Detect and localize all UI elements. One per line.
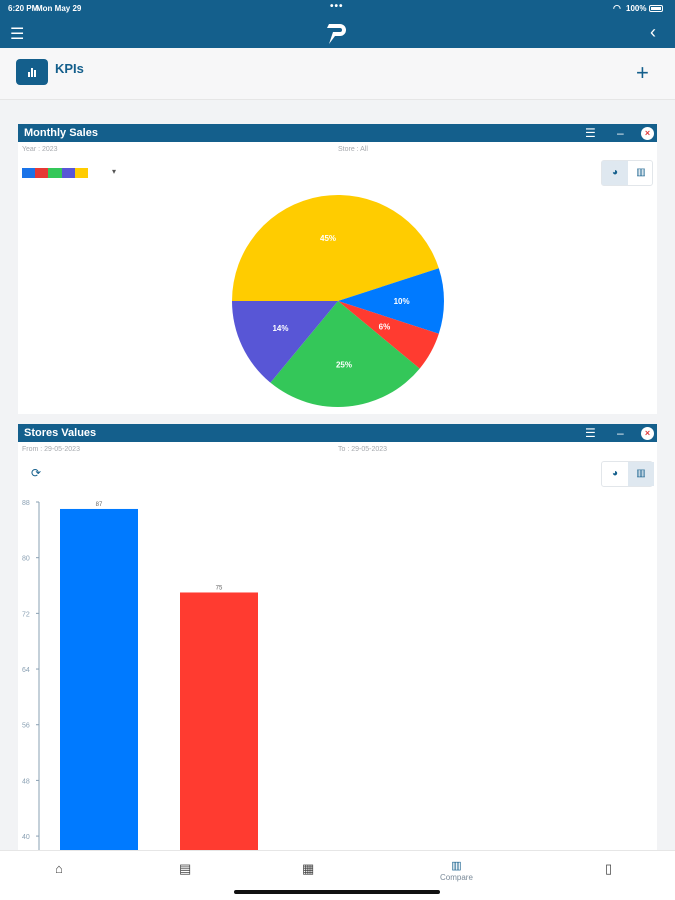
app-logo bbox=[327, 24, 346, 44]
bar-value-label: 75 bbox=[216, 585, 223, 591]
pie-slice-label: 25% bbox=[336, 360, 352, 369]
year-filter: Year : 2023 bbox=[22, 146, 58, 153]
pie-slice-label: 14% bbox=[272, 324, 288, 333]
color-swatch bbox=[48, 168, 62, 178]
bar[interactable] bbox=[180, 592, 258, 850]
pie-slice[interactable] bbox=[232, 301, 338, 383]
list-icon[interactable]: ☰ bbox=[585, 426, 596, 440]
kpi-header: KPIs + bbox=[0, 48, 675, 100]
pie-chart-icon[interactable]: ◕ bbox=[611, 468, 619, 479]
y-tick-label: 88 bbox=[22, 500, 30, 507]
pie-slice-label: 10% bbox=[394, 297, 410, 306]
bar-value-label: 87 bbox=[96, 502, 103, 508]
status-bar: 6:20 PM Mon May 29 ••• ◠ 100% bbox=[0, 0, 675, 18]
color-swatch bbox=[61, 168, 75, 178]
tab-clipboard[interactable]: ▤ bbox=[179, 861, 192, 876]
panel-header: Stores Values ☰ – × bbox=[18, 424, 657, 442]
y-tick-label: 80 bbox=[22, 556, 30, 563]
y-tick-label: 56 bbox=[22, 723, 30, 730]
from-date: From : 29-05-2023 bbox=[22, 446, 80, 453]
status-time: 6:20 PM bbox=[8, 4, 39, 13]
pie-slice[interactable] bbox=[338, 301, 439, 369]
chart-type-toggle: ◕ ▥ bbox=[601, 461, 654, 487]
back-chevron-icon[interactable]: ‹ bbox=[650, 22, 656, 42]
minimize-icon[interactable]: – bbox=[617, 126, 624, 140]
panel-title: Stores Values bbox=[24, 427, 97, 439]
bar[interactable] bbox=[60, 508, 138, 850]
pie-slice-label: 45% bbox=[320, 234, 336, 243]
monthly-sales-panel: Monthly Sales ☰ – × Year : 2023 Store : … bbox=[18, 124, 657, 414]
bar-chart-icon[interactable]: ▥ bbox=[628, 462, 654, 486]
page-title: KPIs bbox=[55, 61, 84, 76]
color-palette-selector[interactable] bbox=[22, 168, 89, 178]
tab-compare[interactable]: ▥ Compare bbox=[440, 857, 473, 882]
pie-slice[interactable] bbox=[232, 195, 439, 301]
panel-header: Monthly Sales ☰ – × bbox=[18, 124, 657, 142]
home-indicator bbox=[234, 890, 440, 894]
battery-percent: 100% bbox=[626, 4, 647, 13]
pie-chart: 45% 10% 6% 25% 14% bbox=[232, 195, 444, 407]
store-filter: Store : All bbox=[338, 146, 368, 153]
tab-device[interactable]: ▯ bbox=[605, 861, 613, 876]
close-icon[interactable]: × bbox=[641, 127, 654, 140]
minimize-icon[interactable]: – bbox=[617, 426, 624, 440]
wifi-icon: ◠ bbox=[613, 3, 621, 13]
color-swatch bbox=[22, 168, 36, 178]
pie-slice-label: 6% bbox=[379, 323, 391, 332]
y-tick-label: 72 bbox=[22, 611, 30, 618]
refresh-icon[interactable]: ⟳ bbox=[31, 466, 42, 480]
pie-chart-icon[interactable]: ◕ bbox=[602, 161, 628, 185]
tab-compare-label: Compare bbox=[440, 873, 473, 882]
bar-chart-icon bbox=[16, 59, 48, 85]
bar-chart: 88 80 72 64 56 48 40 87 75 bbox=[22, 500, 258, 850]
y-tick-label: 64 bbox=[22, 667, 30, 674]
stores-values-panel: Stores Values ☰ – × From : 29-05-2023 To… bbox=[18, 424, 657, 850]
to-date: To : 29-05-2023 bbox=[338, 446, 388, 453]
y-tick-label: 40 bbox=[22, 834, 30, 841]
battery-icon bbox=[649, 5, 663, 12]
add-icon[interactable]: + bbox=[636, 60, 649, 85]
hamburger-menu-icon[interactable]: ☰ bbox=[10, 26, 25, 43]
close-icon[interactable]: × bbox=[641, 427, 654, 440]
panel-title: Monthly Sales bbox=[24, 127, 98, 139]
list-icon[interactable]: ☰ bbox=[585, 126, 596, 140]
navigation-bar: ☰ ‹ bbox=[0, 18, 675, 48]
tab-home[interactable]: ⌂ bbox=[55, 861, 63, 876]
tab-reports[interactable]: ▦ bbox=[302, 861, 315, 876]
bar-chart-icon[interactable]: ▥ bbox=[636, 167, 646, 178]
chevron-down-icon[interactable]: ▾ bbox=[112, 167, 117, 176]
pie-slice[interactable] bbox=[270, 301, 420, 407]
color-swatch bbox=[35, 168, 49, 178]
chart-type-toggle: ◕ ▥ bbox=[601, 160, 653, 186]
compare-bar-icon: ▥ bbox=[451, 860, 462, 872]
y-tick-label: 48 bbox=[22, 778, 30, 785]
multitask-dots-icon[interactable]: ••• bbox=[330, 1, 344, 12]
status-date: Mon May 29 bbox=[36, 4, 82, 13]
pie-slice[interactable] bbox=[338, 268, 444, 334]
color-swatch bbox=[74, 168, 89, 178]
